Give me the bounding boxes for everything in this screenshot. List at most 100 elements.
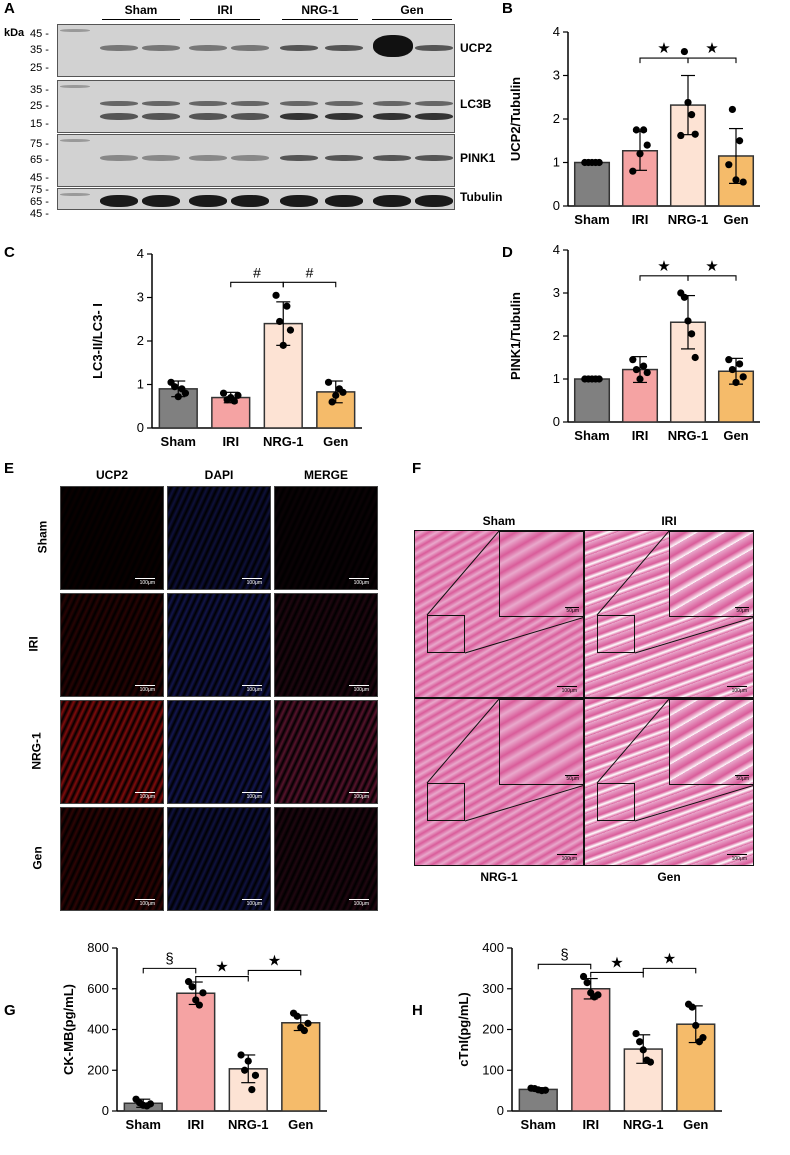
- data-point: [332, 391, 340, 399]
- he-zoom-box: [597, 615, 635, 653]
- y-tick-label: 800: [87, 940, 109, 955]
- data-point: [629, 167, 637, 175]
- x-tick-label: Sham: [126, 1117, 161, 1132]
- scale-bar-line: [349, 899, 369, 900]
- scale-bar-line: [557, 854, 577, 855]
- protein-band: [142, 113, 180, 120]
- bar-gen: [281, 1022, 321, 1112]
- kda-marker: 45 -: [30, 208, 49, 220]
- significance-bracket: [195, 975, 249, 982]
- data-point: [184, 978, 193, 986]
- protein-band: [373, 155, 411, 161]
- data-point: [339, 388, 347, 396]
- if-image-nrg-1-merge: 100μm: [274, 700, 378, 804]
- significance-bracket: [687, 57, 737, 64]
- data-point: [541, 1086, 550, 1094]
- significance-bracket: [639, 275, 689, 281]
- chart-ctni: 0 100 200 300 400 cTnI(pg/mL) Sham IRI NRG-1 Gen §…: [456, 940, 722, 1132]
- protein-band: [325, 195, 363, 207]
- kda-marker: 75 -: [30, 138, 49, 150]
- protein-band: [373, 195, 411, 207]
- protein-band: [325, 155, 363, 161]
- he-zoom-lines: [426, 531, 583, 654]
- if-signal: [275, 808, 377, 910]
- if-signal: [61, 808, 163, 910]
- if-signal: [168, 487, 270, 589]
- kda-marker: 25 -: [30, 100, 49, 112]
- he-zoom-box: [427, 615, 465, 653]
- kda-marker: 15 -: [30, 118, 49, 130]
- inset-scale-bar-label: 50μm: [736, 776, 749, 782]
- data-point: [688, 330, 696, 338]
- data-point: [691, 130, 699, 138]
- significance-symbol: ★: [705, 40, 718, 57]
- data-point: [728, 105, 736, 114]
- blot-group-line: [190, 19, 260, 20]
- he-label-sham: Sham: [482, 514, 516, 528]
- data-point: [579, 972, 588, 981]
- protein-band: [142, 101, 180, 106]
- panel-label-e: E: [4, 460, 15, 477]
- blot-group-gen: Gen: [400, 3, 424, 17]
- scale-bar-line: [135, 792, 155, 793]
- data-point: [692, 1021, 700, 1030]
- scale-bar-line: [349, 792, 369, 793]
- significance-symbol: ★: [657, 40, 670, 57]
- data-point: [237, 1051, 245, 1059]
- inset-scale-bar-line: [735, 607, 749, 608]
- y-tick-label: 0: [497, 1103, 504, 1118]
- data-point: [230, 397, 238, 405]
- panel-label-b: B: [502, 0, 513, 17]
- he-inset: 50μm: [499, 699, 583, 785]
- y-tick-label: 300: [482, 981, 504, 996]
- ladder-band: [60, 193, 90, 196]
- significance-bracket: [687, 275, 737, 281]
- kda-marker: 45 -: [30, 28, 49, 40]
- scale-bar-label: 100μm: [246, 901, 262, 907]
- he-label-iri: IRI: [661, 514, 677, 528]
- scale-bar-label: 100μm: [731, 688, 747, 694]
- bar-sham: [573, 161, 611, 207]
- data-point: [640, 362, 648, 370]
- data-point: [595, 158, 603, 167]
- y-tick-label: 4: [553, 242, 560, 257]
- kda-marker: 35 -: [30, 84, 49, 96]
- he-zoom-box: [427, 783, 465, 821]
- data-point: [680, 47, 688, 56]
- protein-band: [280, 195, 318, 207]
- significance-symbol: #: [253, 264, 261, 280]
- data-point: [146, 1100, 155, 1108]
- if-signal: [61, 701, 163, 803]
- panel-label-a: A: [4, 0, 15, 17]
- kda-marker: 45 -: [30, 172, 49, 184]
- zoom-line: [426, 531, 500, 616]
- protein-band: [231, 101, 269, 106]
- panel-label-f: F: [412, 460, 422, 477]
- data-point: [328, 398, 336, 406]
- kda-marker: 65 -: [30, 196, 49, 208]
- data-point: [736, 360, 744, 368]
- he-zoom-lines: [426, 699, 583, 822]
- data-point: [643, 141, 651, 149]
- x-tick-label: Sham: [161, 434, 196, 449]
- kda-marker: 25 -: [30, 62, 49, 74]
- scale-bar-label: 100μm: [246, 794, 262, 800]
- protein-band: [415, 195, 453, 207]
- protein-band: [142, 45, 180, 51]
- if-column-dapi: DAPI: [204, 468, 234, 482]
- data-point: [632, 1029, 640, 1038]
- y-tick-label: 200: [482, 1022, 504, 1037]
- significance-bracket: [282, 281, 337, 288]
- protein-band: [100, 45, 138, 51]
- blot-tubulin: [57, 188, 455, 210]
- zoom-line: [596, 531, 670, 616]
- scale-bar-label: 100μm: [731, 856, 747, 862]
- significance-symbol: ★: [268, 952, 281, 969]
- kda-marker: 35 -: [30, 44, 49, 56]
- y-axis-label: LC3-II/LC3- I: [90, 303, 105, 379]
- data-point: [732, 378, 740, 387]
- inset-scale-bar-label: 50μm: [736, 608, 749, 614]
- data-point: [293, 1012, 301, 1020]
- data-point: [699, 1034, 707, 1042]
- ladder-band: [60, 29, 90, 32]
